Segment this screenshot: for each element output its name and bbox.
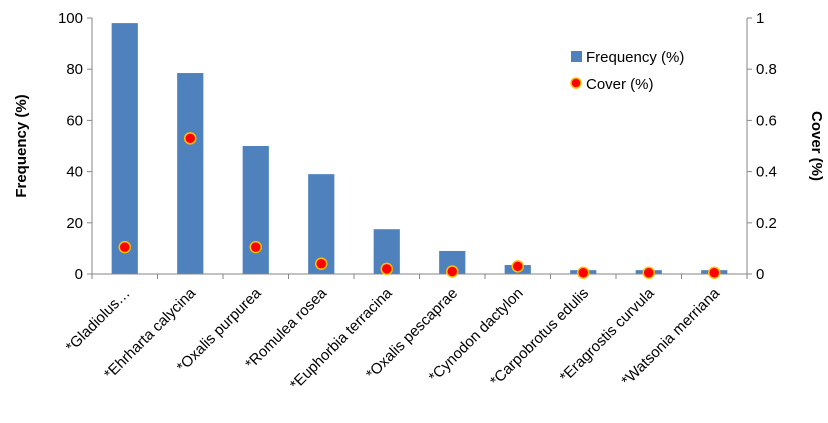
y2-tick-label: 0.6 [756, 112, 777, 129]
legend-cover-marker [570, 77, 582, 89]
y-tick-label: 40 [66, 164, 83, 181]
axes-layer [87, 17, 752, 279]
y-tick-label: 20 [66, 215, 83, 232]
legend: Frequency (%) Cover (%) [570, 49, 684, 93]
cover-point [315, 257, 328, 271]
y2-axis-title: Cover (%) [808, 111, 825, 181]
y-tick-label: 0 [75, 266, 83, 283]
y2-tick-label: 0 [756, 266, 764, 283]
y2-tick-label: 1 [756, 10, 764, 27]
y-tick-label: 100 [58, 10, 83, 27]
legend-frequency-swatch [571, 51, 582, 62]
legend-frequency-label: Frequency (%) [586, 49, 684, 66]
frequency-bar [439, 250, 466, 274]
cover-point [249, 240, 262, 254]
y-tick-label: 80 [66, 61, 83, 78]
y2-tick-label: 0.8 [756, 61, 777, 78]
frequency-bar [242, 146, 269, 274]
y2-tick-label: 0.4 [756, 164, 777, 181]
cover-point [184, 132, 197, 145]
points-layer [118, 132, 721, 279]
legend-cover-label: Cover (%) [586, 76, 654, 93]
y-axis-title: Frequency (%) [13, 94, 30, 197]
cover-point [511, 260, 524, 273]
cover-point [642, 266, 655, 279]
cover-point [577, 266, 590, 279]
cover-point [708, 266, 721, 279]
y-tick-label: 60 [66, 112, 83, 129]
frequency-bar [177, 73, 204, 274]
frequency-bar [308, 174, 335, 274]
frequency-bar [111, 23, 138, 275]
cover-point [380, 262, 393, 276]
y2-tick-label: 0.2 [756, 215, 777, 232]
cover-point [118, 240, 131, 254]
labels-layer: 02040608010000.20.40.60.81*Gladiolus…*Eh… [58, 10, 777, 394]
cover-point [446, 265, 459, 278]
x-tick-label: *Gladiolus… [63, 285, 134, 356]
